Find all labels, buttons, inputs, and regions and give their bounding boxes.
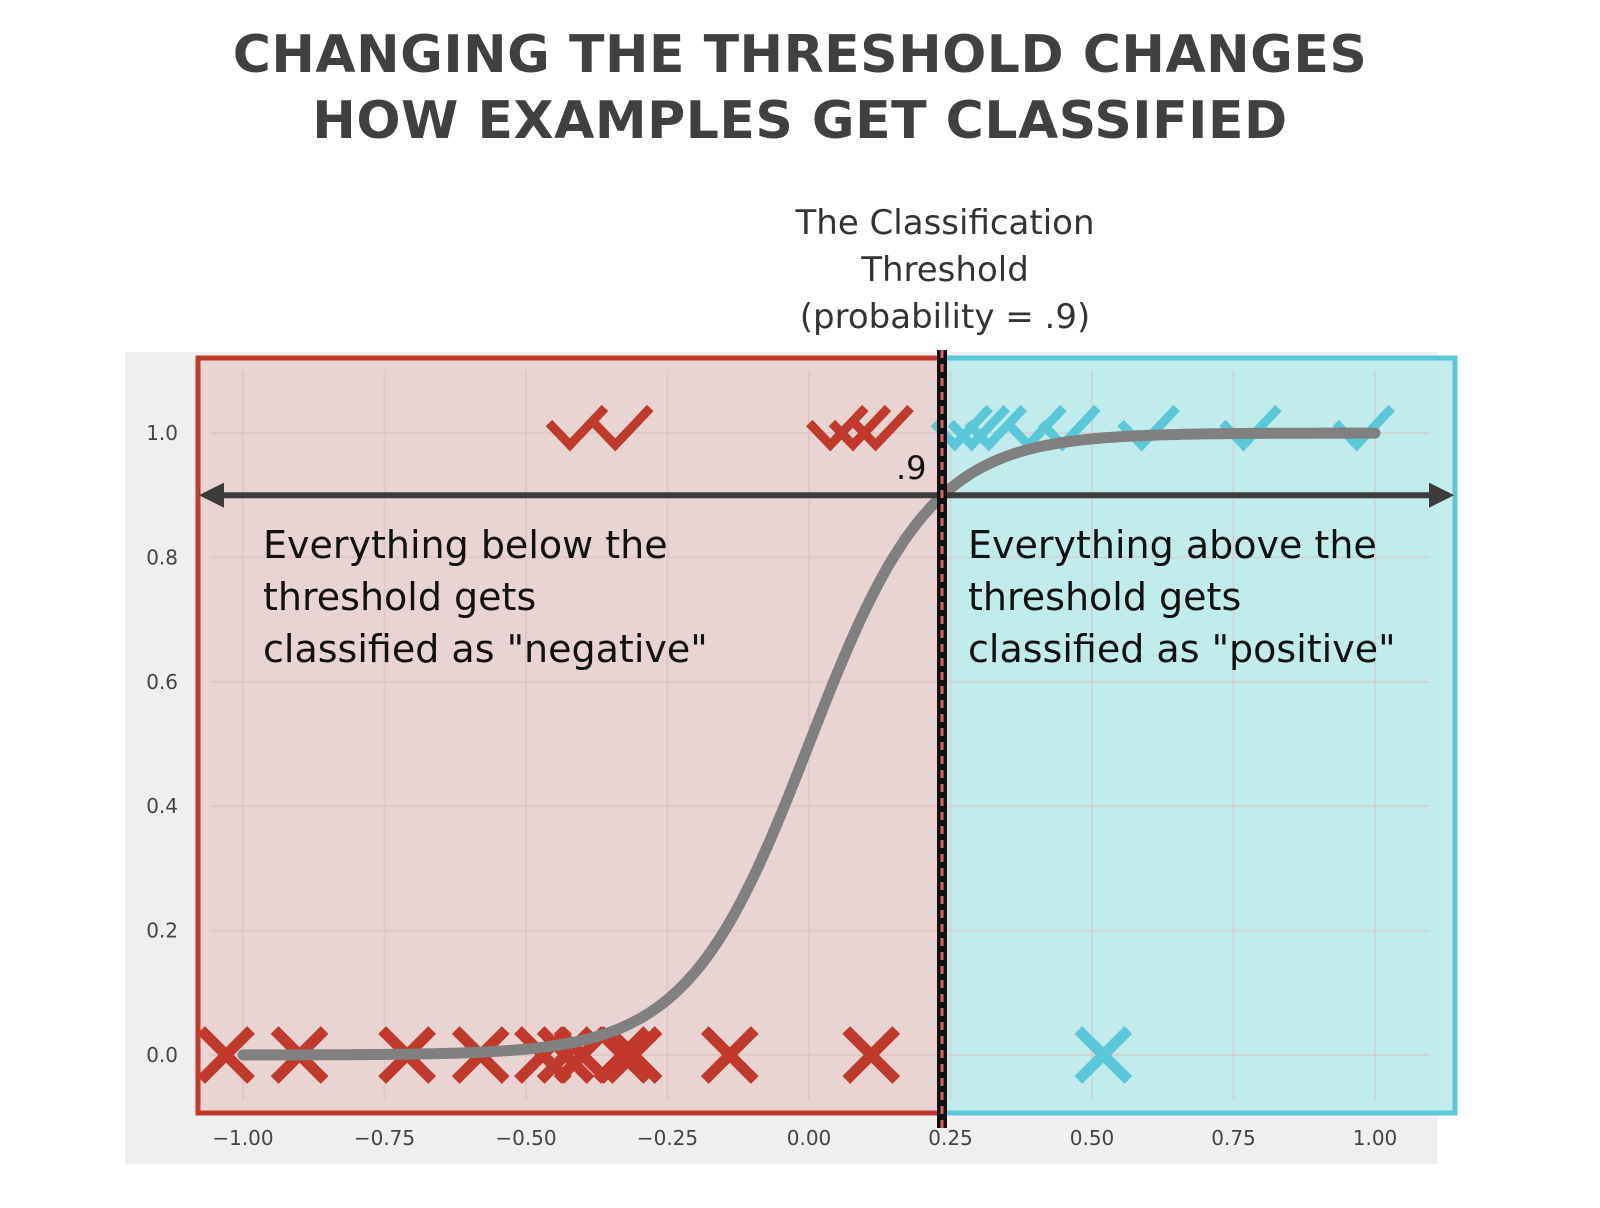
- check-marker: [1117, 404, 1180, 452]
- y-tick-label: 1.0: [146, 421, 178, 445]
- y-tick-label: 0.0: [146, 1043, 178, 1067]
- x-tick-label: −0.25: [637, 1126, 698, 1150]
- check-marker: [964, 404, 1028, 452]
- chart-title-line-1: CHANGING THE THRESHOLD CHANGES: [232, 25, 1368, 85]
- check-marker: [545, 404, 609, 452]
- check-marker: [590, 404, 654, 452]
- x-tick-label: 0.00: [787, 1126, 832, 1150]
- check-marker: [851, 404, 914, 452]
- x-axis-ticks: −1.00 −0.75 −0.50 −0.25 0.00 0.25 0.50 0.75 1.00: [212, 1126, 1397, 1150]
- threshold-label-line-1: The Classification: [795, 203, 1095, 243]
- positive-region: [939, 355, 1458, 1116]
- threshold-label-line-3: (probability = .9): [800, 297, 1090, 337]
- threshold-label: The Classification Threshold (probabilit…: [795, 203, 1095, 337]
- negative-region: [195, 355, 945, 1116]
- x-tick-label: 0.50: [1070, 1126, 1115, 1150]
- x-marker: [700, 1026, 759, 1084]
- positive-annotation: Everything above the threshold gets clas…: [968, 523, 1396, 671]
- y-tick-label: 0.4: [146, 794, 178, 818]
- x-tick-label: −0.75: [354, 1126, 415, 1150]
- positive-annotation-line-1: Everything above the: [968, 523, 1377, 567]
- x-tick-label: 0.75: [1211, 1126, 1256, 1150]
- x-tick-label: −0.50: [495, 1126, 556, 1150]
- x-tick-label: −1.00: [212, 1126, 273, 1150]
- positive-annotation-line-2: threshold gets: [968, 575, 1241, 619]
- negative-annotation-line-3: classified as "negative": [263, 627, 708, 671]
- logistic-curve: [237, 427, 1381, 1061]
- negative-annotation: Everything below the threshold gets clas…: [263, 523, 708, 671]
- y-tick-label: 0.2: [146, 919, 178, 943]
- y-tick-label: 0.6: [146, 670, 178, 694]
- y-axis-ticks: 0.0 0.2 0.4 0.6 0.8 1.0: [146, 421, 178, 1067]
- x-marker: [842, 1026, 901, 1084]
- threshold-label-line-2: Threshold: [860, 250, 1029, 290]
- positive-annotation-line-3: classified as "positive": [968, 627, 1396, 671]
- negative-annotation-line-2: threshold gets: [263, 575, 536, 619]
- x-marker: [197, 1026, 255, 1084]
- threshold-value-label: .9: [896, 449, 927, 487]
- check-marker: [947, 404, 1011, 452]
- negative-annotation-line-1: Everything below the: [263, 523, 668, 567]
- chart-title-line-2: HOW EXAMPLES GET CLASSIFIED: [312, 91, 1288, 151]
- check-marker: [828, 404, 892, 452]
- x-marker: [1074, 1026, 1133, 1084]
- check-marker: [806, 404, 869, 452]
- x-tick-label: 1.00: [1353, 1126, 1398, 1150]
- x-tick-label: 0.25: [928, 1126, 973, 1150]
- x-marker: [604, 1026, 663, 1084]
- chart-title: CHANGING THE THRESHOLD CHANGES HOW EXAMP…: [0, 22, 1600, 154]
- y-tick-label: 0.8: [146, 545, 178, 569]
